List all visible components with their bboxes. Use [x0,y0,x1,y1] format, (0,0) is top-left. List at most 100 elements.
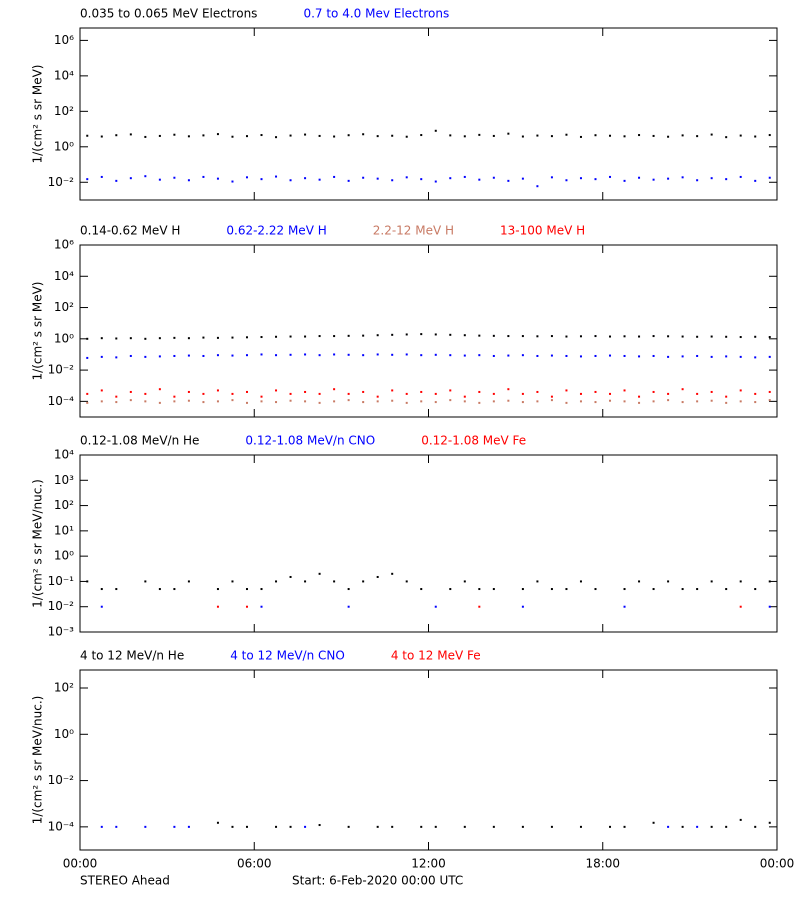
data-point [623,354,626,357]
data-point [289,399,292,402]
data-point [173,825,176,828]
data-point [449,134,452,137]
data-point [652,354,655,357]
data-point [739,818,742,821]
data-point [231,354,234,357]
y-tick-label: 10⁻¹ [48,574,75,588]
data-point [667,392,670,395]
y-tick-label: 10⁻⁴ [48,394,75,408]
data-point [420,333,423,336]
data-point [579,335,582,338]
data-point [609,335,612,338]
data-point [129,354,132,357]
data-point [376,825,379,828]
data-point [260,134,263,137]
data-point [710,825,713,828]
data-point [681,401,684,404]
data-point [376,575,379,578]
data-point [333,388,336,391]
data-point [187,399,190,402]
y-tick-label: 10⁶ [54,238,74,252]
data-point [768,605,771,608]
data-point [710,355,713,358]
data-point [754,356,757,359]
data-point [609,354,612,357]
data-point [144,825,147,828]
data-point [725,355,728,358]
data-point [463,580,466,583]
data-point [231,399,234,402]
x-tick-label: 18:00 [585,857,620,871]
data-point [144,580,147,583]
data-point [434,825,437,828]
data-point [739,134,742,137]
data-point [463,175,466,178]
data-point [710,390,713,393]
data-point [492,400,495,403]
data-point [100,355,103,358]
data-point [100,389,103,392]
data-point [550,825,553,828]
data-point [521,825,524,828]
data-point [550,588,553,591]
data-point [391,389,394,392]
data-point [333,400,336,403]
data-point [696,392,699,395]
data-point [478,354,481,357]
legend-entry: 4 to 12 MeV Fe [391,649,481,663]
data-point [173,133,176,136]
data-point [754,335,757,338]
data-point [260,588,263,591]
data-point [275,175,278,178]
data-point [521,135,524,138]
data-point [652,390,655,393]
data-point [289,134,292,137]
data-point [100,588,103,591]
legend-entry: 4 to 12 MeV/n He [80,649,184,663]
y-tick-label: 10⁴ [54,68,74,82]
data-point [739,580,742,583]
data-point [86,580,89,583]
data-point [216,177,219,180]
data-point [216,821,219,824]
data-point [100,605,103,608]
data-point [202,336,205,339]
data-point [144,175,147,178]
data-point [565,389,568,392]
data-point [391,179,394,182]
data-point [86,392,89,395]
data-point [173,176,176,179]
data-point [609,392,612,395]
y-tick-label: 10² [54,300,74,314]
data-point [158,401,161,404]
data-point [347,588,350,591]
data-point [739,355,742,358]
data-point [216,400,219,403]
data-point [420,354,423,357]
data-point [129,399,132,402]
legend-entry: 0.14-0.62 MeV H [80,224,180,238]
data-point [260,605,263,608]
data-point [187,337,190,340]
data-point [333,335,336,338]
data-point [681,335,684,338]
data-point [100,135,103,138]
data-point [667,825,670,828]
data-point [681,825,684,828]
data-point [347,392,350,395]
data-point [333,580,336,583]
footer-right: Start: 6-Feb-2020 00:00 UTC [292,874,463,888]
data-point [594,354,597,357]
y-tick-label: 10⁰ [54,549,74,563]
data-point [638,580,641,583]
data-point [333,353,336,356]
data-point [521,392,524,395]
data-point [362,390,365,393]
data-point [579,400,582,403]
data-point [420,588,423,591]
data-point [725,401,728,404]
data-point [289,825,292,828]
data-point [696,179,699,182]
data-point [391,399,394,402]
